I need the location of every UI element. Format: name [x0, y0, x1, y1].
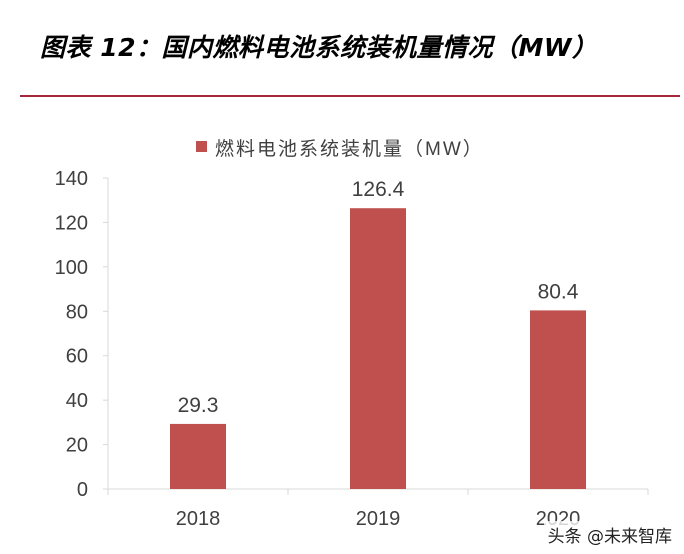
x-tick-label-2019: 2019 [356, 508, 401, 530]
figure-title: 图表 12：国内燃料电池系统装机量情况（MW） [40, 33, 598, 62]
y-tick-label: 100 [55, 257, 88, 279]
y-tick-label: 0 [77, 479, 88, 501]
data-label-2018: 29.3 [178, 394, 219, 417]
y-tick-label: 20 [66, 435, 88, 457]
data-label-2019: 126.4 [352, 178, 405, 201]
legend-swatch [196, 141, 207, 152]
bar-2020 [530, 310, 586, 489]
x-tick-label-2018: 2018 [176, 508, 221, 530]
y-tick-label: 120 [55, 212, 88, 234]
legend-label: 燃料电池系统装机量（MW） [215, 138, 484, 160]
title-divider [20, 95, 680, 97]
y-tick-label: 60 [66, 346, 88, 368]
watermark: 头条 @未来智库 [543, 521, 676, 548]
bar-2019 [350, 208, 406, 489]
y-tick-label: 140 [55, 168, 88, 190]
data-label-2020: 80.4 [538, 280, 579, 303]
y-tick-label: 40 [66, 390, 88, 412]
bar-2018 [170, 423, 226, 489]
y-tick-label: 80 [66, 301, 88, 323]
